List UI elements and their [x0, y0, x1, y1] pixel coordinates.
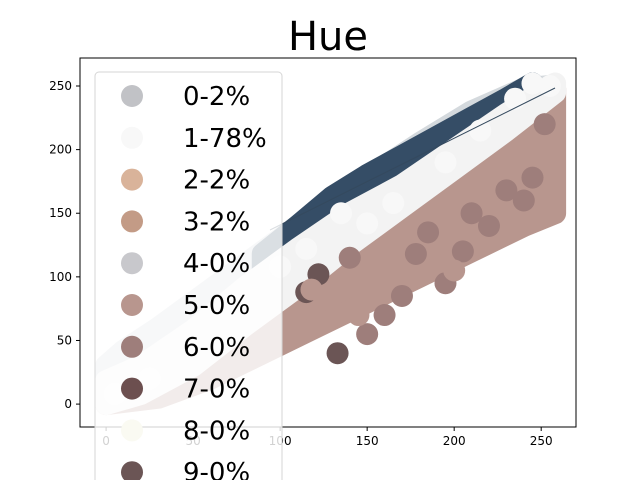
- legend-label: 7-0%: [183, 375, 250, 405]
- data-point: [451, 240, 474, 263]
- legend-label: 0-2%: [183, 82, 250, 112]
- data-point: [469, 119, 492, 142]
- y-tick-label: 200: [49, 143, 72, 157]
- data-point: [382, 192, 405, 215]
- data-point: [356, 212, 379, 235]
- chart-title: Hue: [288, 14, 368, 60]
- data-point: [417, 221, 440, 244]
- y-tick-label: 250: [49, 79, 72, 93]
- data-point: [477, 214, 500, 237]
- legend-marker: [121, 294, 143, 316]
- y-tick-label: 150: [49, 206, 72, 220]
- legend-label: 5-0%: [183, 291, 250, 321]
- legend-label: 6-0%: [183, 333, 250, 363]
- data-point: [443, 259, 466, 282]
- legend-label: 9-0%: [183, 458, 250, 480]
- legend-marker: [121, 377, 143, 400]
- data-point: [326, 342, 349, 365]
- legend-label: 1-78%: [183, 124, 267, 154]
- data-point: [504, 87, 527, 110]
- legend: 0-2% 1-78% 2-2% 3-2% 4-0% 5-0% 6-0% 7-0% 8-0% 9-0…: [94, 71, 283, 480]
- y-axis: 0 50 100 150 200 250: [49, 79, 80, 411]
- legend-frame: [94, 71, 283, 480]
- data-point: [512, 189, 535, 212]
- data-point: [295, 237, 318, 260]
- data-point: [495, 179, 518, 202]
- data-point: [330, 202, 353, 225]
- data-point: [356, 323, 379, 346]
- legend-marker: [121, 461, 143, 480]
- legend-marker: [121, 252, 143, 275]
- legend-marker: [121, 126, 143, 149]
- data-point: [434, 151, 457, 174]
- legend-label: 4-0%: [183, 249, 250, 279]
- reference-line: [269, 87, 556, 231]
- legend-marker: [121, 85, 143, 107]
- data-point: [338, 246, 361, 269]
- data-point: [300, 278, 323, 301]
- y-tick-label: 100: [49, 270, 72, 284]
- data-point: [390, 284, 413, 307]
- data-point: [347, 304, 370, 327]
- data-point: [533, 113, 556, 136]
- data-point: [521, 72, 544, 95]
- data-point: [538, 74, 561, 97]
- legend-label: 8-0%: [183, 416, 250, 446]
- legend-label: 3-2%: [183, 207, 250, 237]
- x-tick-label: 150: [356, 434, 379, 448]
- data-point: [283, 310, 306, 333]
- legend-marker: [121, 335, 143, 358]
- legend-label: 2-2%: [183, 166, 250, 196]
- legend-marker: [121, 210, 143, 233]
- data-point: [373, 304, 396, 327]
- data-point: [521, 166, 544, 189]
- y-tick-label: 0: [64, 397, 72, 411]
- x-tick-label: 200: [443, 434, 466, 448]
- data-point: [460, 202, 483, 225]
- legend-marker: [121, 168, 143, 191]
- legend-marker: [121, 419, 143, 442]
- x-tick-label: 250: [530, 434, 553, 448]
- plot-frame: [79, 57, 577, 428]
- y-tick-label: 50: [57, 333, 72, 347]
- data-point: [404, 242, 427, 265]
